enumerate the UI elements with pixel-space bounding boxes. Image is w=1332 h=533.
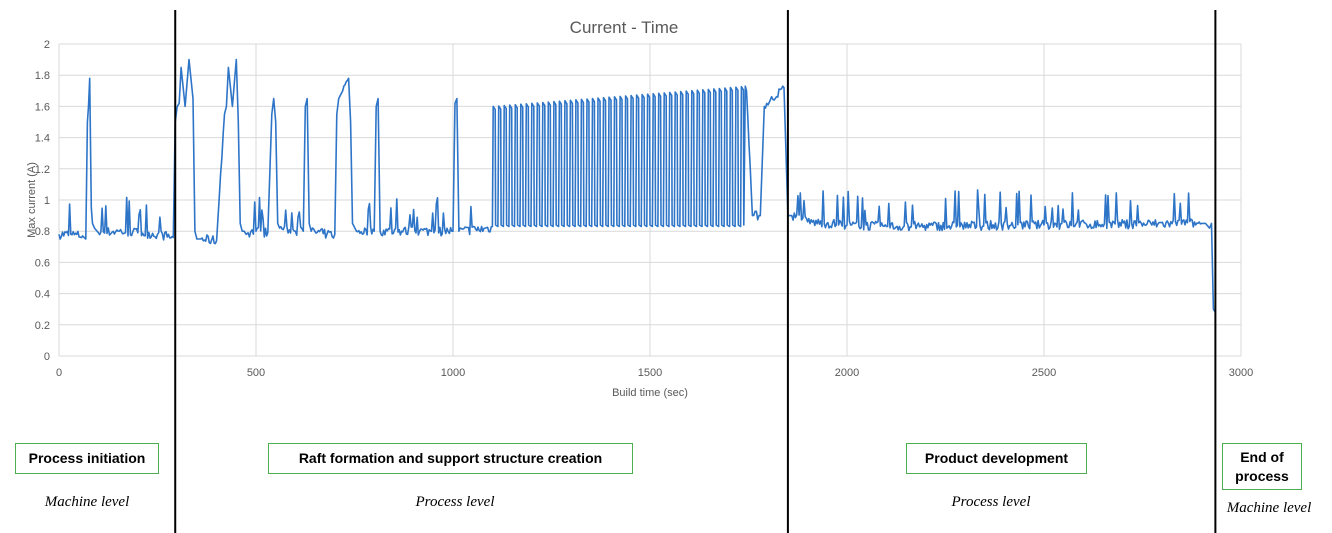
phase-box-raft-formation: Raft formation and support structure cre… (268, 443, 633, 474)
y-tick-label: 1.6 (35, 101, 50, 113)
level-text-end-of-process: Machine level (1226, 500, 1312, 516)
y-tick-label: 1.2 (35, 164, 50, 176)
x-tick-labels: 0 500 1000 1500 2000 2500 3000 (56, 367, 1253, 379)
y-tick-label: 1 (44, 195, 50, 207)
phase-box-process-initiation: Process initiation (15, 443, 159, 474)
y-tick-label: 0.2 (35, 320, 50, 332)
phase-label-process-initiation: Process initiation (28, 450, 146, 467)
x-tick-label: 2500 (1032, 367, 1056, 379)
phase-box-product-development: Product development (906, 443, 1087, 474)
level-text-process-initiation: Machine level (44, 494, 130, 510)
phase-label-product-development: Product development (924, 450, 1069, 467)
phase-label-raft-formation: Raft formation and support structure cre… (298, 450, 603, 467)
y-tick-label: 0.8 (35, 226, 50, 238)
y-axis-label: Max current (A) (26, 162, 38, 238)
x-tick-label: 2000 (835, 367, 859, 379)
x-tick-label: 1500 (638, 367, 662, 379)
phase-label-end-of-process: End of process (1235, 448, 1289, 484)
chart-title: Current - Time (570, 18, 679, 37)
y-tick-labels: 0 0.2 0.4 0.6 0.8 1 1.2 1.4 1.6 1.8 2 (35, 39, 50, 363)
y-tick-label: 1.8 (35, 70, 50, 82)
x-tick-label: 3000 (1229, 367, 1253, 379)
y-tick-label: 1.4 (35, 133, 50, 145)
y-tick-label: 2 (44, 39, 50, 51)
x-tick-label: 1000 (441, 367, 465, 379)
phase-box-end-of-process: End of process (1222, 443, 1302, 490)
current-series-line (58, 58, 1217, 313)
y-tick-label: 0.6 (35, 257, 50, 269)
level-text-raft-formation: Process level (415, 494, 495, 510)
x-tick-label: 500 (247, 367, 265, 379)
y-tick-label: 0 (44, 351, 50, 363)
x-axis-label: Build time (sec) (612, 387, 688, 399)
level-text-product-development: Process level (951, 494, 1031, 510)
y-tick-label: 0.4 (35, 289, 50, 301)
phase-boundary-lines (174, 10, 1217, 533)
x-tick-label: 0 (56, 367, 62, 379)
